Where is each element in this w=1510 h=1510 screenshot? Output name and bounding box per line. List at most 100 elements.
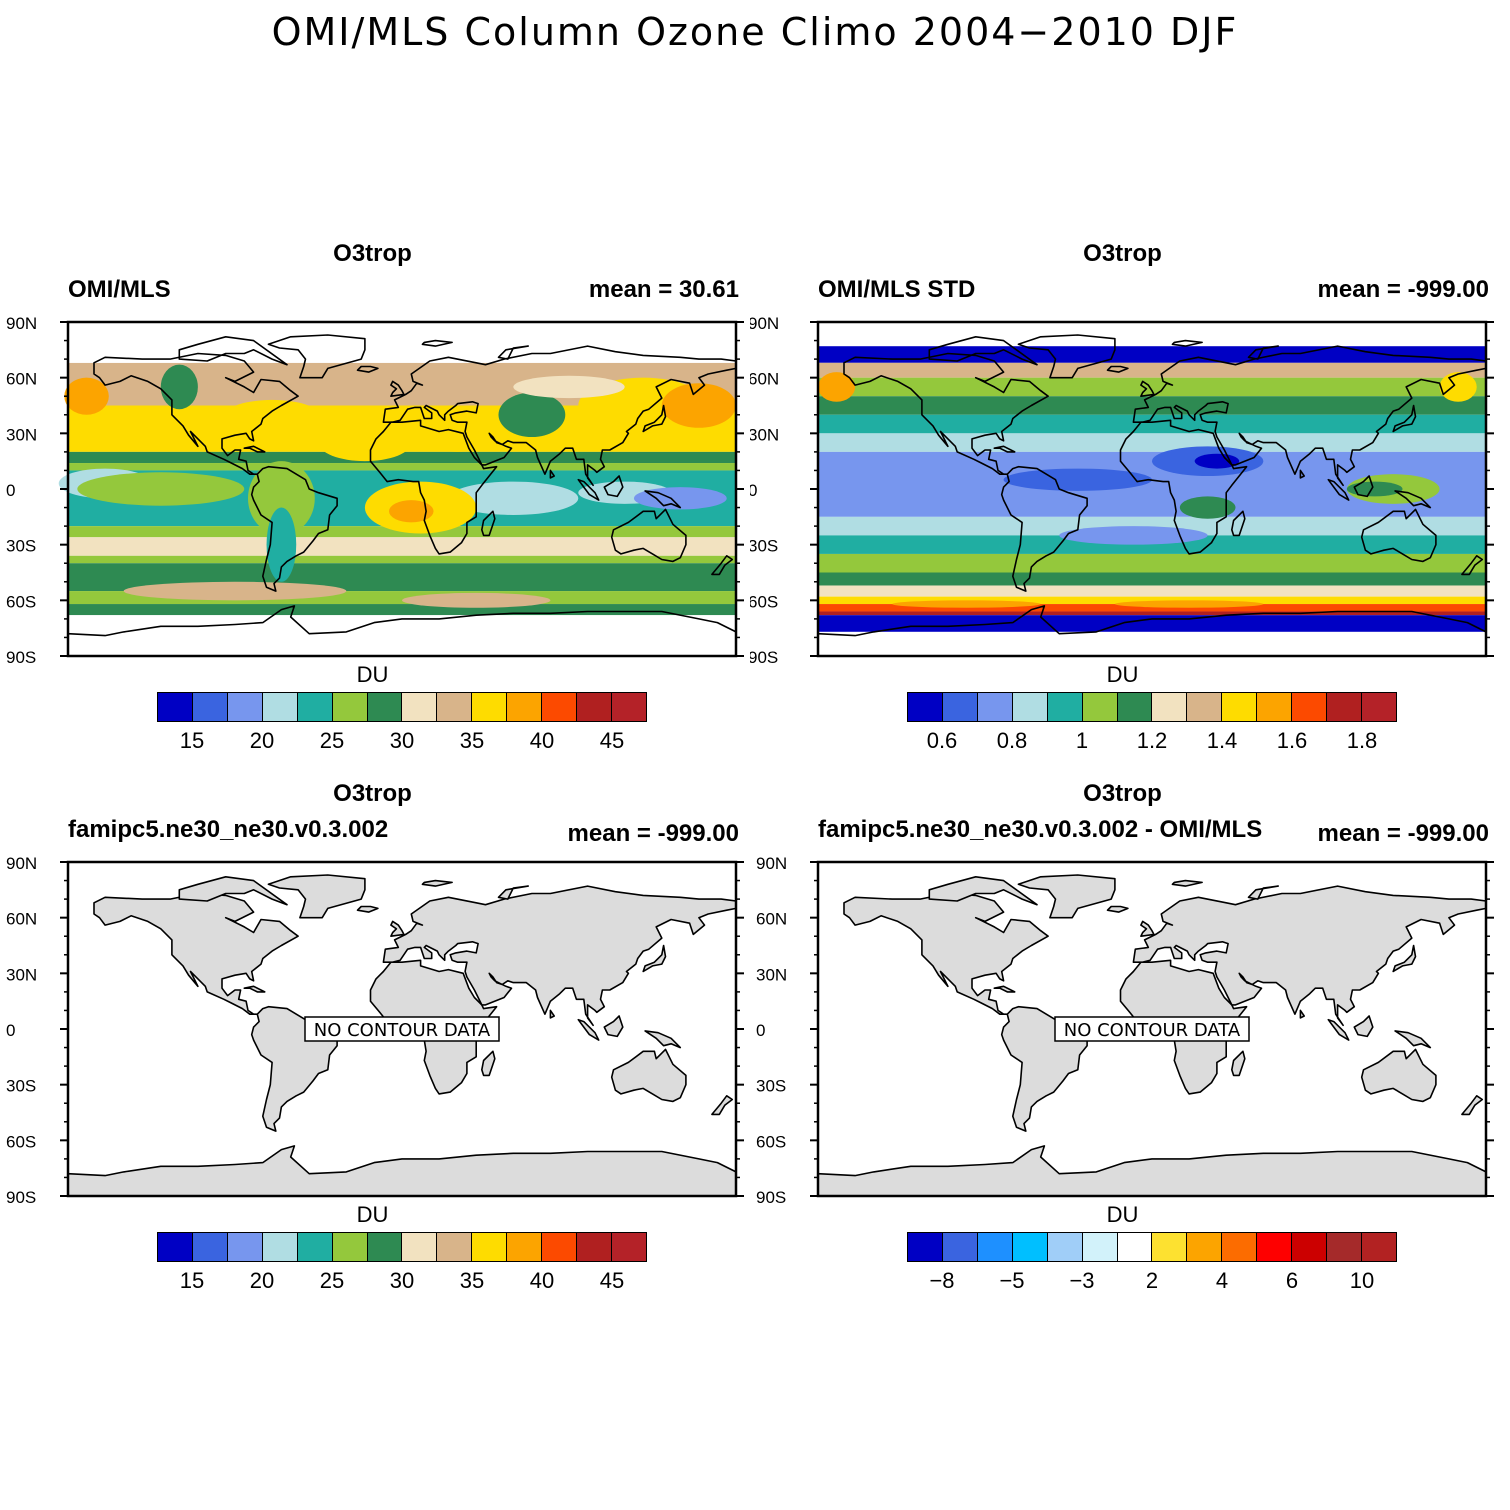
contour-band (818, 396, 1486, 415)
coastline-antarctica (817, 1145, 1487, 1197)
contour-region (389, 500, 434, 523)
coastline-eurasia (382, 885, 737, 1027)
colorbar-unit-label: DU (356, 662, 389, 687)
colorbar-tick-label: 1.4 (1206, 728, 1238, 753)
lat-label: 60N (6, 370, 37, 389)
colorbar-swatch (1292, 1233, 1328, 1261)
contour-band (68, 537, 736, 556)
coastline-canadian-arctic (178, 875, 288, 906)
coastline-canadian-arctic (928, 875, 1038, 906)
colorbar-swatch (977, 693, 1013, 721)
panel-left-label: famipc5.ne30_ne30.v0.3.002 (68, 816, 389, 843)
coastline-japan (1392, 404, 1417, 433)
colorbar-tick-label: 2 (1145, 1268, 1159, 1293)
colorbar-tick-label: 40 (529, 1268, 555, 1293)
colorbar-swatch (472, 693, 508, 721)
coastline-svalbard (421, 339, 453, 347)
map-difference-no-data: 90N 60N 30N 0 30S 60S 90S NO CONTOUR DATA (756, 854, 1494, 1204)
lat-label: 30N (756, 965, 787, 984)
colorbar-tick-label: 25 (319, 1268, 345, 1293)
coastline-greenland (1017, 874, 1116, 919)
coastline-japan (642, 944, 667, 973)
contour-region (1439, 372, 1477, 402)
colorbar-tick-label: 1.8 (1346, 728, 1378, 753)
coastline-borneo (603, 475, 624, 498)
coastline-new-zealand (1461, 555, 1484, 576)
coastline-africa (1119, 419, 1248, 555)
lat-label: 60S (6, 1132, 36, 1151)
panel-mean-label: mean = -999.00 (1317, 276, 1489, 303)
colorbar (907, 1232, 1397, 1262)
contour-region (123, 581, 347, 601)
colorbar-swatch (1222, 693, 1258, 721)
coastline-australia (1360, 508, 1437, 563)
panel-left-label: famipc5.ne30_ne30.v0.3.002 - OMI/MLS (818, 816, 1263, 843)
colorbar-ticks: 15 20 25 30 35 40 45 (157, 1268, 647, 1296)
coastline-south-america (1000, 465, 1088, 592)
coastline-sumatra (1327, 478, 1350, 501)
coastline-new-guinea (1394, 490, 1432, 509)
lat-label: 30N (750, 425, 779, 444)
lat-label: 0 (6, 1021, 15, 1040)
coastline-british-isles (1140, 920, 1155, 937)
coastline-sumatra (577, 478, 600, 501)
coastline-sumatra (577, 1018, 600, 1041)
colorbar-tick-label: 10 (1349, 1268, 1375, 1293)
colorbar-swatch (472, 1233, 508, 1261)
coastline-sumatra (1327, 1018, 1350, 1041)
colorbar-swatch (1117, 693, 1153, 721)
coastline-antarctica (817, 605, 1487, 657)
colorbar-ticks: −8 −5 −3 2 4 6 10 (907, 1268, 1397, 1296)
no-data-region (68, 322, 736, 363)
colorbar-tick-label: −8 (929, 1268, 955, 1293)
coastline-greenland (267, 334, 366, 379)
contour-region (513, 375, 625, 399)
colorbar-swatch (367, 693, 403, 721)
colorbar-swatch (1047, 693, 1083, 721)
colorbar-tick-label: 30 (389, 728, 415, 753)
lat-label: 90S (750, 648, 778, 664)
colorbar-swatch (227, 693, 263, 721)
panel-left-label: OMI/MLS (68, 276, 171, 303)
coastline-australia (610, 1048, 687, 1103)
coastline-eurasia (1132, 345, 1487, 487)
contour-region (402, 592, 551, 608)
colorbar-tick-label: 1.6 (1276, 728, 1308, 753)
contour-band (68, 463, 736, 471)
colorbar-tick-label: 20 (249, 728, 275, 753)
coastline-iceland (356, 365, 379, 373)
no-data-region (818, 322, 1486, 347)
colorbar-ticks: 0.6 0.8 1 1.2 1.4 1.6 1.8 (907, 728, 1397, 756)
lat-label: 0 (6, 481, 15, 500)
colorbar-tick-label: 4 (1215, 1268, 1229, 1293)
colorbar-tick-label: 15 (179, 728, 205, 753)
colorbar-swatch (1257, 693, 1293, 721)
panel-title: O3trop (1083, 780, 1162, 807)
contour-band (68, 555, 736, 564)
lat-label: 30N (6, 965, 37, 984)
colorbar-swatch (437, 1233, 473, 1261)
contour-region (661, 383, 737, 428)
contour-region (1059, 526, 1208, 545)
coastline-antarctica (67, 1145, 737, 1197)
coastline-svalbard (1171, 339, 1203, 347)
colorbar-swatch (908, 1233, 943, 1261)
colorbar-tick-label: −5 (999, 1268, 1025, 1293)
contour-band (818, 604, 1486, 612)
coastline-borneo (1353, 475, 1374, 498)
map-ozone-std: 90N 60N 30N 0 30S 60S 90S (750, 314, 1494, 664)
coastline-cuba (243, 445, 266, 453)
coastline-borneo (1353, 1015, 1374, 1038)
colorbar (157, 692, 647, 722)
colorbar-swatch (1222, 1233, 1258, 1261)
lat-label: 60N (6, 910, 37, 929)
contour-band (818, 516, 1486, 536)
colorbar-swatch (1361, 1233, 1396, 1261)
colorbar-swatch (1187, 693, 1223, 721)
colorbar-swatch (367, 1233, 403, 1261)
coastline-new-guinea (1394, 1030, 1432, 1049)
colorbar (157, 1232, 647, 1262)
no-contour-data-label: NO CONTOUR DATA (314, 1020, 491, 1041)
coastline-madagascar (1230, 510, 1246, 537)
colorbar-swatch (908, 693, 943, 721)
